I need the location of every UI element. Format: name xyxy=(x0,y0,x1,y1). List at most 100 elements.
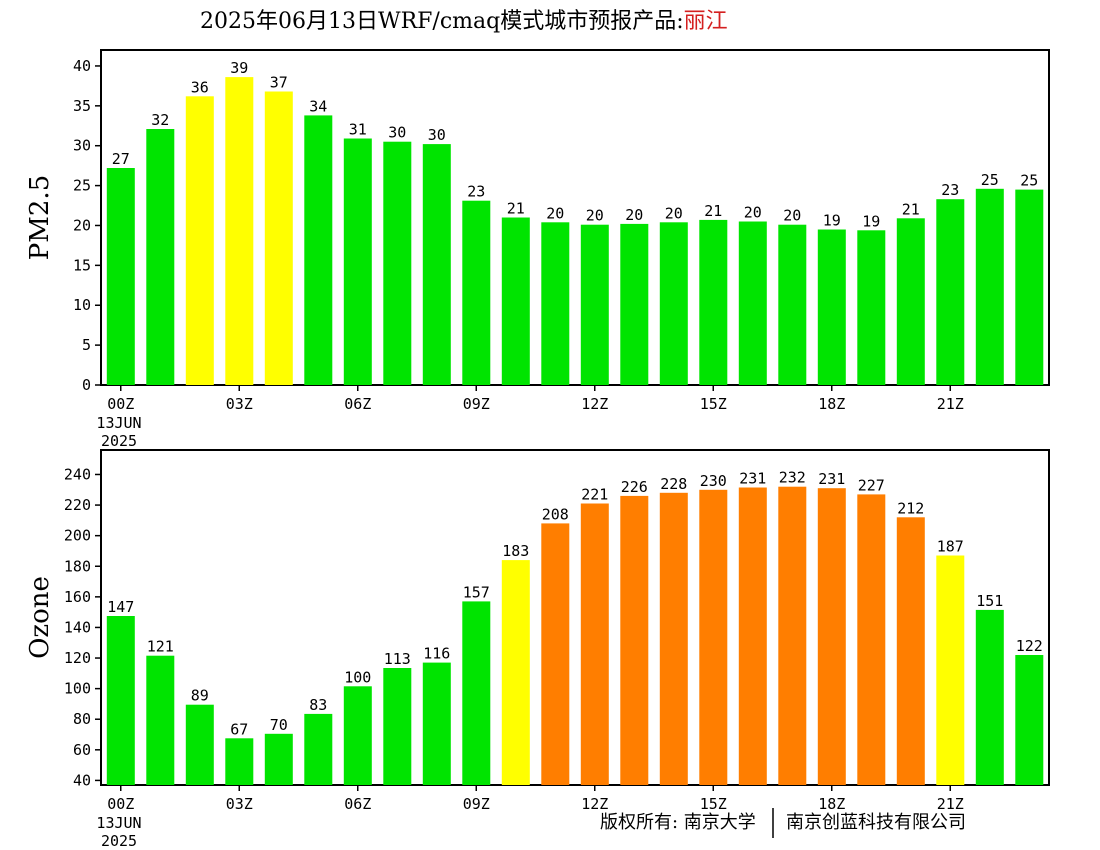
pm25-y-tick-label: 10 xyxy=(73,296,91,314)
ozone-value-label: 113 xyxy=(384,650,411,668)
pm25-y-tick-label: 35 xyxy=(73,97,91,115)
pm25-bar xyxy=(620,223,649,385)
pm25-bar xyxy=(541,222,570,385)
ozone-y-tick-label: 200 xyxy=(64,527,91,545)
ozone-y-tick-label: 220 xyxy=(64,496,91,514)
ozone-bar xyxy=(264,733,293,785)
date-label-top-line1: 13JUN xyxy=(96,414,141,432)
ozone-value-label: 89 xyxy=(191,687,209,705)
ozone-y-tick-label: 40 xyxy=(73,771,91,789)
ozone-bar xyxy=(896,517,925,785)
ozone-bar xyxy=(580,503,609,785)
ozone-value-label: 121 xyxy=(147,638,174,656)
pm25-value-label: 19 xyxy=(823,212,841,230)
ozone-y-tick-label: 80 xyxy=(73,710,91,728)
ozone-x-tick-label: 03Z xyxy=(226,795,253,813)
ozone-value-label: 231 xyxy=(739,470,766,488)
ozone-value-label: 67 xyxy=(230,720,248,738)
pm25-bar xyxy=(343,138,372,385)
pm25-bar xyxy=(778,224,807,385)
ozone-value-label: 226 xyxy=(621,478,648,496)
ozone-x-tick-label: 06Z xyxy=(344,795,371,813)
pm25-value-label: 31 xyxy=(349,121,367,139)
pm25-value-label: 30 xyxy=(428,126,446,144)
ozone-bar xyxy=(699,489,728,785)
ozone-bar xyxy=(146,655,175,785)
pm25-bar xyxy=(501,217,530,385)
pm25-bar xyxy=(146,129,175,385)
ozone-y-tick-label: 100 xyxy=(64,680,91,698)
ozone-bar xyxy=(106,616,135,785)
pm25-value-label: 36 xyxy=(191,78,209,96)
pm25-bar xyxy=(1015,189,1044,385)
pm25-bar xyxy=(106,168,135,385)
ozone-value-label: 231 xyxy=(818,470,845,488)
ozone-panel: 147 121 89 67 70 83 100 113 116 157 183 208 221 226 22… xyxy=(25,449,1050,813)
pm25-y-tick-label: 30 xyxy=(73,137,91,155)
pm25-value-label: 20 xyxy=(665,204,683,222)
ozone-x-tick-label: 18Z xyxy=(818,795,845,813)
title-city: 丽江 xyxy=(684,9,728,34)
ozone-value-label: 147 xyxy=(107,598,134,616)
pm25-value-label: 32 xyxy=(151,111,169,129)
pm25-bar xyxy=(738,221,767,385)
ozone-value-label: 232 xyxy=(779,469,806,487)
pm25-y-axis-label: PM2.5 xyxy=(25,175,55,260)
pm25-bar xyxy=(383,141,412,385)
ozone-value-label: 116 xyxy=(423,645,450,663)
pm25-bar xyxy=(462,200,491,385)
ozone-value-label: 228 xyxy=(660,475,687,493)
ozone-x-tick-label: 12Z xyxy=(581,795,608,813)
pm25-value-label: 21 xyxy=(704,202,722,220)
pm25-bar xyxy=(699,219,728,385)
ozone-bar xyxy=(738,487,767,785)
date-label-bottom-line1: 13JUN xyxy=(96,814,141,832)
pm25-value-label: 37 xyxy=(270,74,288,92)
pm25-bar xyxy=(936,199,965,385)
date-label-top-line2: 2025 xyxy=(101,432,137,450)
pm25-value-label: 25 xyxy=(981,171,999,189)
ozone-value-label: 151 xyxy=(976,592,1003,610)
pm25-bar xyxy=(304,115,333,386)
ozone-bar xyxy=(185,704,214,785)
pm25-value-label: 23 xyxy=(467,183,485,201)
pm25-value-label: 20 xyxy=(744,204,762,222)
pm25-value-label: 27 xyxy=(112,150,130,168)
ozone-x-tick-label: 21Z xyxy=(937,795,964,813)
ozone-value-label: 227 xyxy=(858,476,885,494)
pm25-y-tick-label: 5 xyxy=(82,336,91,354)
date-label-bottom-line2: 2025 xyxy=(101,832,137,850)
pm25-x-tick-label: 00Z xyxy=(107,395,134,413)
ozone-y-tick-label: 240 xyxy=(64,465,91,483)
figure-title: 2025年06月13日WRF/cmaq模式城市预报产品:丽江 xyxy=(200,9,728,34)
ozone-bar xyxy=(343,686,372,785)
pm25-y-tick-label: 15 xyxy=(73,256,91,274)
title-main: 2025年06月13日WRF/cmaq模式城市预报产品: xyxy=(200,9,684,34)
ozone-bar xyxy=(462,601,491,785)
ozone-y-tick-label: 160 xyxy=(64,588,91,606)
ozone-y-axis-label: Ozone xyxy=(25,576,55,659)
pm25-value-label: 20 xyxy=(625,206,643,224)
pm25-bar xyxy=(185,96,214,386)
ozone-plot-frame xyxy=(100,449,1050,786)
pm25-bar xyxy=(896,218,925,385)
ozone-y-tick-label: 180 xyxy=(64,557,91,575)
pm25-value-label: 20 xyxy=(546,204,564,222)
ozone-bar xyxy=(620,495,649,785)
pm25-y-tick-label: 20 xyxy=(73,216,91,234)
pm25-panel: 27 32 36 39 37 34 31 30 30 23 21 20 20 20 20 21 20 20 19 19… xyxy=(25,49,1050,413)
ozone-value-label: 230 xyxy=(700,472,727,490)
ozone-bar xyxy=(304,713,333,785)
ozone-bar xyxy=(659,492,688,785)
ozone-x-tick-label: 15Z xyxy=(700,795,727,813)
pm25-value-label: 21 xyxy=(902,200,920,218)
ozone-bar xyxy=(501,560,530,785)
ozone-value-label: 100 xyxy=(344,668,371,686)
pm25-value-label: 34 xyxy=(309,97,327,115)
pm25-value-label: 20 xyxy=(783,207,801,225)
ozone-bar xyxy=(817,488,846,785)
pm25-value-label: 25 xyxy=(1020,172,1038,190)
ozone-bar xyxy=(857,494,886,785)
pm25-bar xyxy=(422,144,451,385)
pm25-bar xyxy=(817,229,846,385)
